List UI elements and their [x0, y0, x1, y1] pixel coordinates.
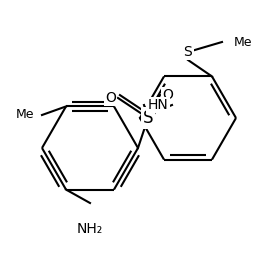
- Text: O: O: [162, 88, 173, 102]
- Text: Me: Me: [15, 109, 34, 122]
- Text: O: O: [105, 91, 116, 105]
- Text: S: S: [184, 45, 192, 59]
- Text: NH₂: NH₂: [77, 222, 103, 236]
- Text: Me: Me: [234, 35, 252, 49]
- Text: HN: HN: [148, 98, 168, 112]
- Text: S: S: [143, 109, 153, 127]
